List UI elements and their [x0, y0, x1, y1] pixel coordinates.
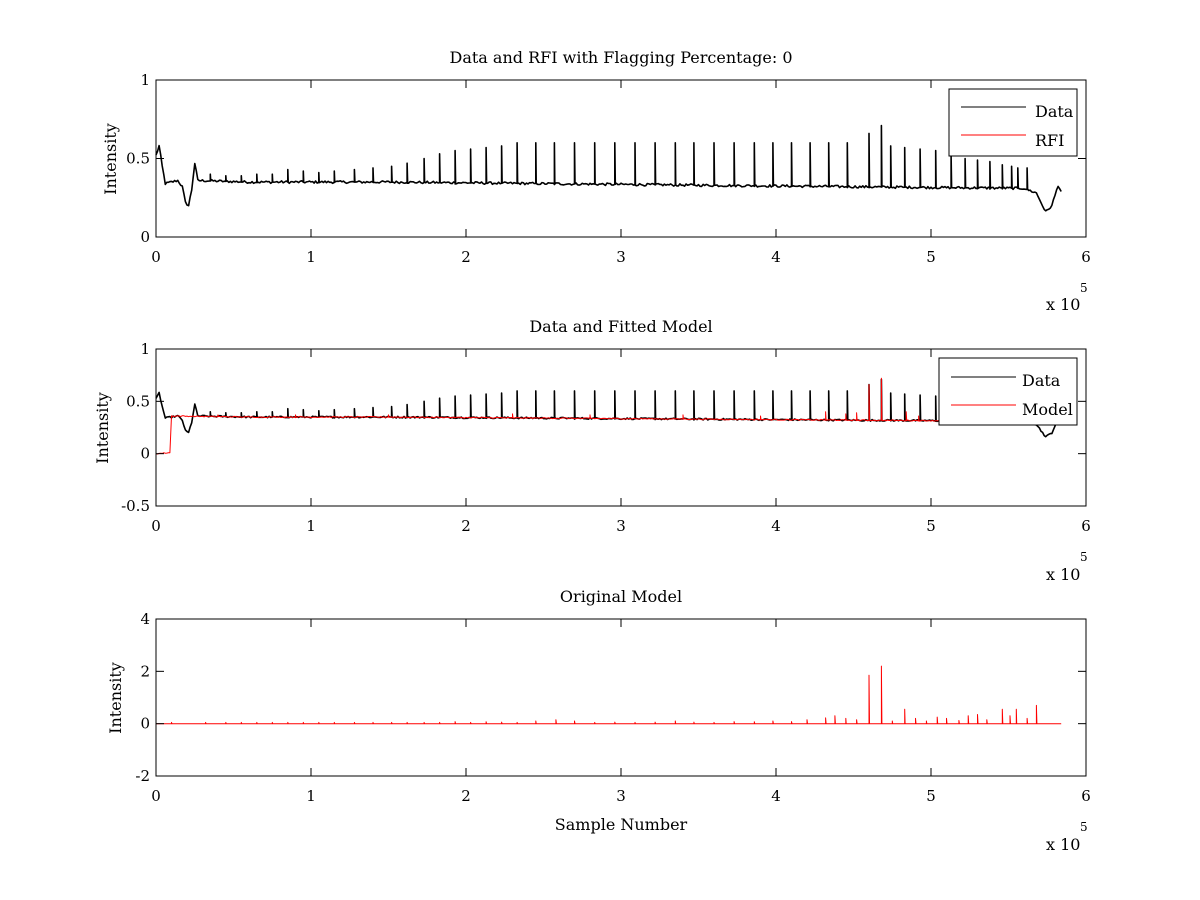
panel-2-ylabel: Intensity — [93, 392, 112, 464]
panel-1-legend-box — [948, 88, 1078, 157]
panel-3-xtick-label: 2 — [461, 787, 471, 805]
panel-3-x-exponent-power: 5 — [1080, 820, 1088, 834]
panel-2-series-data — [155, 378, 1062, 438]
panel-3-plot-area — [156, 665, 1062, 725]
panel-2-xtick-label: 6 — [1081, 517, 1091, 535]
panel-1-xtick-label: 6 — [1081, 248, 1091, 266]
panel-3-xlabel: Sample Number — [555, 815, 688, 834]
panel-2-xtick-label: 4 — [771, 517, 781, 535]
panel-3-title: Original Model — [560, 587, 682, 606]
panel-1-legend-label-data: Data — [1035, 102, 1074, 121]
panel-1-ytick-label: 0 — [140, 228, 150, 246]
panel-3-ytick-label: 4 — [140, 610, 150, 628]
panel-1-ytick-label: 1 — [140, 71, 150, 89]
panel-3-ylabel: Intensity — [106, 662, 125, 734]
panel-1-xtick-label: 4 — [771, 248, 781, 266]
panel-2-xtick-label: 1 — [306, 517, 316, 535]
panel-1: Data and RFI with Flagging Percentage: 0… — [101, 48, 1091, 314]
panel-2-title: Data and Fitted Model — [529, 317, 712, 336]
panel-1-ylabel: Intensity — [101, 123, 120, 195]
panel-1-series-data — [155, 124, 1062, 212]
panel-2-xtick-label: 2 — [461, 517, 471, 535]
panel-3-xtick-label: 0 — [151, 787, 161, 805]
panel-3-xtick-label: 4 — [771, 787, 781, 805]
panel-3-ytick-label: -2 — [135, 767, 150, 785]
panel-2-ytick-label: -0.5 — [121, 497, 150, 515]
panel-2-x-exponent-base: x 10 — [1046, 565, 1080, 584]
panel-1-xtick-label: 1 — [306, 248, 316, 266]
panel-1-plot-area — [155, 124, 1062, 212]
panel-1-x-exponent-base: x 10 — [1046, 295, 1080, 314]
panel-1-ticks: 0 1 2 3 4 5 6 0 0.5 1 — [126, 71, 1091, 266]
panel-1-legend-label-rfi: RFI — [1035, 131, 1064, 150]
panel-2-legend-label-data: Data — [1022, 371, 1061, 390]
panel-2-ticks: 0 1 2 3 4 5 6-0.500.51 — [121, 340, 1091, 535]
panel-2-xtick-label: 0 — [151, 517, 161, 535]
panel-3-ytick-label: 0 — [140, 715, 150, 733]
panel-2-legend-box — [938, 357, 1078, 426]
panel-1-xtick-label: 3 — [616, 248, 626, 266]
panel-3-series-line — [156, 665, 1062, 725]
panel-2-xtick-label: 3 — [616, 517, 626, 535]
panel-1-x-exponent-power: 5 — [1080, 281, 1088, 295]
panel-2-ytick-label: 0 — [140, 445, 150, 463]
panel-2-ytick-label: 0.5 — [126, 392, 150, 410]
panel-2-series-model — [155, 377, 1025, 455]
panel-3-ytick-label: 2 — [140, 662, 150, 680]
panel-2-ytick-label: 1 — [140, 340, 150, 358]
panel-2-plot-area — [155, 377, 1062, 455]
panel-1-xtick-label: 0 — [151, 248, 161, 266]
panel-1-legend: Data RFI — [948, 88, 1078, 157]
panel-2-xtick-label: 5 — [926, 517, 936, 535]
panel-3-x-exponent-base: x 10 — [1046, 835, 1080, 854]
panel-2-legend: Data Model — [938, 357, 1078, 426]
panel-1-ytick-label: 0.5 — [126, 150, 150, 168]
panel-1-title: Data and RFI with Flagging Percentage: 0 — [449, 48, 792, 67]
panel-2-x-exponent-power: 5 — [1080, 550, 1088, 564]
panel-3-xtick-label: 5 — [926, 787, 936, 805]
panel-3-xtick-label: 3 — [616, 787, 626, 805]
panel-1-xtick-label: 5 — [926, 248, 936, 266]
panel-3-xtick-label: 6 — [1081, 787, 1091, 805]
panel-2: Data and Fitted Model Intensity 0 1 2 3 4 5 6 -… — [93, 317, 1091, 584]
panel-3-xtick-label: 1 — [306, 787, 316, 805]
panel-2-legend-label-model: Model — [1022, 400, 1073, 419]
panel-1-xtick-label: 2 — [461, 248, 471, 266]
